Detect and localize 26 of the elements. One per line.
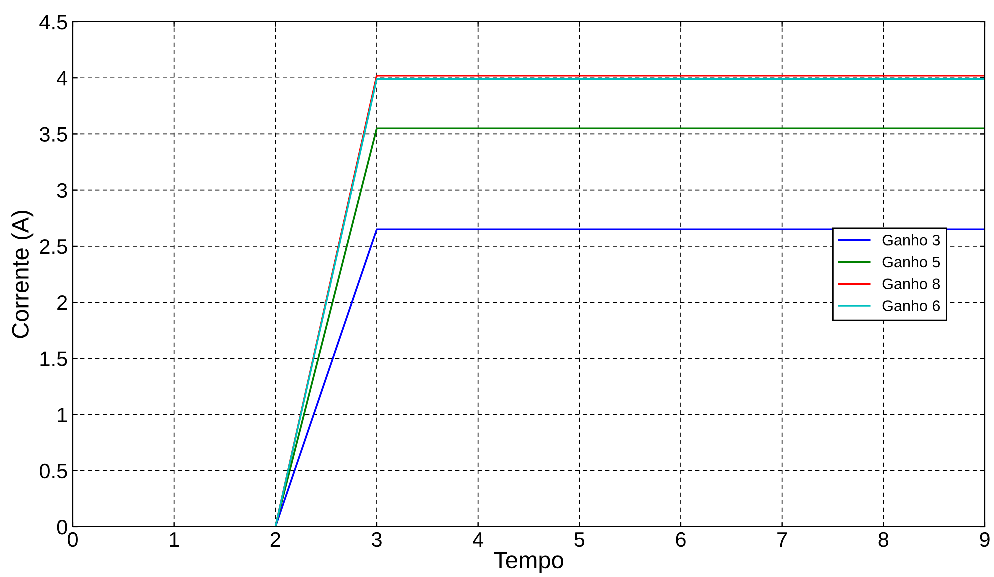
x-tick-label: 7	[778, 532, 788, 547]
x-tick-label: 1	[170, 532, 180, 547]
y-tick-label: 1.5	[40, 352, 68, 366]
y-axis-title: Corrente (A)	[12, 211, 34, 338]
x-tick-label: 4	[473, 532, 484, 547]
y-tick-label: 1	[58, 408, 68, 422]
x-tick-label: 9	[980, 532, 990, 548]
y-tick-label: 3	[57, 183, 68, 198]
x-tick-label: 5	[574, 532, 585, 548]
y-tick-label: 4.5	[40, 15, 68, 30]
legend-label: Ganho 3	[882, 234, 940, 246]
y-tick-label: 0	[57, 520, 68, 535]
x-tick-label: 6	[676, 532, 686, 548]
x-axis-title: Tempo	[494, 552, 564, 574]
x-tick-label: 2	[270, 532, 280, 547]
y-tick-label: 4	[57, 71, 68, 86]
y-tick-label: 2	[58, 296, 68, 310]
y-tick-label: 0.5	[40, 464, 68, 479]
legend-label: Ganho 8	[882, 278, 940, 290]
x-tick-label: 8	[878, 532, 889, 548]
legend-label: Ganho 5	[882, 256, 940, 268]
x-tick-label: 0	[68, 532, 78, 548]
x-tick-label: 3	[372, 532, 382, 548]
legend-label: Ganho 6	[882, 300, 940, 312]
y-tick-label: 2.5	[40, 239, 68, 254]
y-tick-label: 3.5	[40, 127, 68, 142]
